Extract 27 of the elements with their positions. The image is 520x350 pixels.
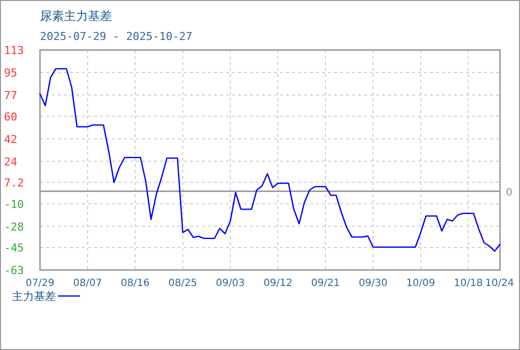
- x-tick-label: 09/30: [358, 278, 388, 289]
- x-tick-label: 10/09: [406, 278, 436, 289]
- x-tick-label: 09/21: [311, 278, 340, 289]
- ref-line-label: 0: [506, 187, 512, 198]
- y-tick-label: -45: [4, 242, 24, 254]
- x-tick-label: 08/16: [120, 278, 150, 289]
- chart-title: 尿素主力基差: [40, 9, 112, 23]
- y-tick-label: 95: [4, 66, 18, 80]
- y-tick-label: -63: [4, 264, 24, 277]
- x-tick-label: 10/18: [454, 278, 483, 289]
- y-tick-label: 60: [4, 110, 18, 124]
- y-tick-label: 77: [4, 89, 18, 102]
- x-tick-label: 09/12: [264, 278, 292, 289]
- x-tick-label: 07/29: [26, 278, 54, 289]
- x-tick-label: 08/07: [73, 278, 102, 289]
- y-tick-label: 24: [4, 155, 18, 168]
- line-series: [39, 68, 501, 252]
- y-tick-label: 113: [4, 44, 24, 57]
- y-tick-label: -28: [4, 220, 24, 234]
- x-tick-label: 10/24: [485, 278, 514, 289]
- x-tick-label: 09/03: [216, 278, 245, 289]
- y-tick-label: 42: [4, 132, 18, 146]
- y-tick-label: 7.2: [4, 176, 24, 190]
- y-tick-label: -10: [4, 198, 24, 211]
- chart-subtitle: 2025-07-29 - 2025-10-27: [40, 30, 192, 43]
- legend-label: 主力基差: [12, 290, 56, 303]
- x-tick-label: 08/25: [168, 278, 198, 289]
